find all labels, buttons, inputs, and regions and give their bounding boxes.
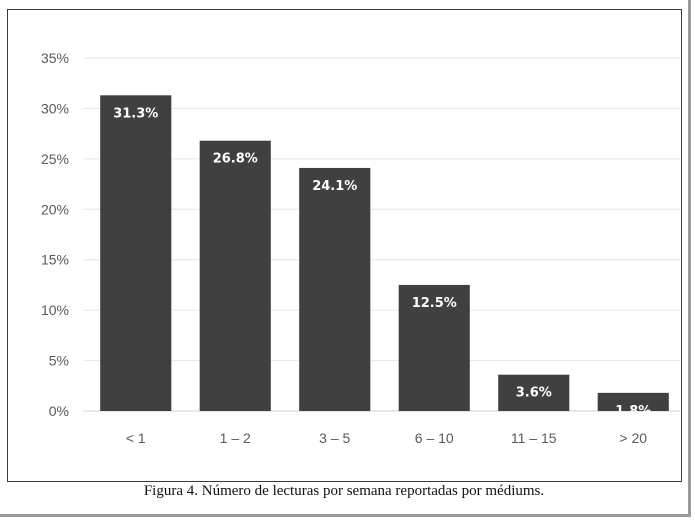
y-tick-label: 5% bbox=[49, 353, 69, 369]
figure-caption: Figura 4. Número de lecturas por semana … bbox=[143, 483, 545, 499]
bar bbox=[398, 284, 470, 411]
bar bbox=[498, 374, 570, 411]
bar-value-labels: 31.3% 26.8% 24.1% 12.5% 3.6% 1.8% bbox=[113, 106, 651, 419]
chart-frame: 0% 5% 10% 15% 20% 25% 30% 35% 31.3% 26.8% 24.1% 12… bbox=[7, 9, 682, 482]
bar-value-label: 24.1% bbox=[312, 179, 357, 194]
y-tick-label: 10% bbox=[41, 302, 69, 318]
bar-value-label: 12.5% bbox=[412, 296, 457, 311]
x-tick-label: 3 – 5 bbox=[319, 430, 350, 446]
bar bbox=[199, 140, 271, 411]
bars bbox=[100, 95, 669, 412]
x-tick-label: 1 – 2 bbox=[220, 430, 251, 446]
bar-value-label: 1.8% bbox=[615, 404, 651, 419]
bar-chart: 0% 5% 10% 15% 20% 25% 30% 35% 31.3% 26.8% 24.1% 12… bbox=[41, 50, 680, 446]
y-tick-label: 35% bbox=[41, 50, 69, 66]
x-tick-label: 11 – 15 bbox=[511, 430, 557, 446]
y-tick-label: 20% bbox=[41, 201, 69, 217]
y-tick-label: 30% bbox=[41, 100, 69, 116]
y-tick-label: 0% bbox=[49, 403, 69, 419]
y-tick-label: 25% bbox=[41, 151, 69, 167]
bar-value-label: 3.6% bbox=[516, 386, 552, 401]
x-tick-label: 6 – 10 bbox=[415, 430, 454, 446]
y-tick-label: 15% bbox=[41, 252, 69, 268]
x-tick-label: > 20 bbox=[619, 430, 647, 446]
bar-value-label: 31.3% bbox=[113, 106, 158, 121]
x-axis-tick-labels: < 1 1 – 2 3 – 5 6 – 10 11 – 15 > 20 bbox=[126, 430, 647, 446]
bar bbox=[100, 95, 172, 412]
bar bbox=[597, 392, 669, 411]
x-tick-label: < 1 bbox=[126, 430, 146, 446]
bar-value-label: 26.8% bbox=[213, 152, 258, 167]
y-axis-tick-labels: 0% 5% 10% 15% 20% 25% 30% 35% bbox=[41, 50, 69, 419]
bar bbox=[299, 167, 371, 411]
gridlines bbox=[83, 57, 680, 412]
